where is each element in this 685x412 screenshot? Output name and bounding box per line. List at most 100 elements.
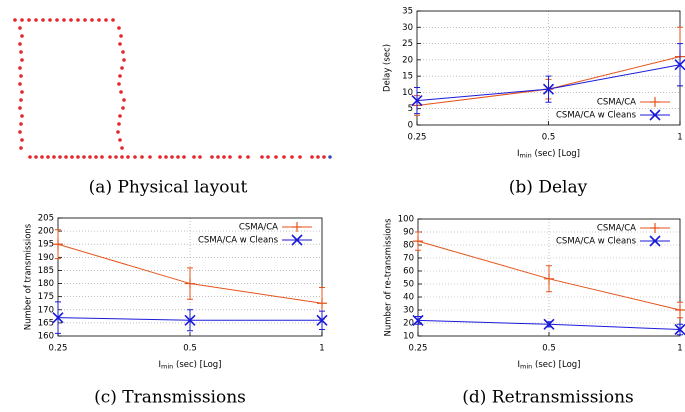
point <box>19 74 23 78</box>
point <box>238 155 242 159</box>
x-tick-label: 1 <box>677 133 682 143</box>
x-tick-label: 1 <box>319 344 324 354</box>
legend-marker <box>649 109 661 121</box>
y-tick-label: 20 <box>402 55 413 65</box>
x-tick-label: 0.25 <box>408 133 427 143</box>
point <box>119 34 123 38</box>
point <box>13 18 17 22</box>
x-tick-label: 0.5 <box>542 133 556 143</box>
point <box>52 312 64 324</box>
point <box>260 155 264 159</box>
point <box>274 155 278 159</box>
y-tick-label: 170 <box>38 305 54 315</box>
x-axis-label-main: I <box>517 149 520 159</box>
x-axis-label-sub: min <box>520 152 532 160</box>
caption: (d) Retransmissions <box>462 388 634 408</box>
point <box>158 155 162 159</box>
y-tick-label: 20 <box>403 319 414 329</box>
point <box>117 122 121 126</box>
point <box>316 155 320 159</box>
y-tick-label: 185 <box>38 266 54 276</box>
y-tick-label: 190 <box>38 253 54 263</box>
y-tick-label: 5 <box>408 104 413 114</box>
point <box>316 314 328 326</box>
y-tick-label: 175 <box>38 292 54 302</box>
point <box>119 90 123 94</box>
point <box>19 122 23 126</box>
point <box>120 66 124 70</box>
point <box>121 50 125 54</box>
point <box>328 155 332 159</box>
y-tick-label: 80 <box>403 241 414 251</box>
x-axis-label-main: I <box>518 360 521 370</box>
point <box>88 155 92 159</box>
legend-label: CSMA/CA <box>597 98 636 108</box>
point <box>118 74 122 78</box>
point <box>674 59 685 71</box>
point <box>120 146 124 150</box>
point <box>97 18 101 22</box>
point <box>20 90 24 94</box>
point <box>90 18 94 22</box>
point <box>317 298 327 309</box>
caption: (c) Transmissions <box>94 388 246 408</box>
point <box>111 18 115 22</box>
point <box>192 155 196 159</box>
point <box>20 18 24 22</box>
point <box>20 58 24 62</box>
x-axis-label-rest: (sec) [Log] <box>532 360 580 370</box>
point <box>52 155 56 159</box>
point <box>18 82 22 86</box>
point <box>116 130 120 134</box>
y-axis-label: Number of transmissions <box>24 223 34 330</box>
point <box>70 155 74 159</box>
x-axis-label-sub: min <box>161 363 173 371</box>
point <box>114 155 118 159</box>
y-tick-label: 195 <box>38 240 54 250</box>
point <box>411 95 423 107</box>
point <box>18 130 22 134</box>
point <box>544 273 554 284</box>
x-axis-label-rest: (sec) [Log] <box>532 149 580 159</box>
point <box>176 155 180 159</box>
point <box>53 239 63 250</box>
point <box>18 106 22 110</box>
x-tick-label: 0.5 <box>183 344 197 354</box>
point <box>122 98 126 102</box>
y-tick-label: 10 <box>403 332 414 342</box>
point <box>184 314 196 326</box>
legend-marker <box>292 222 302 232</box>
x-tick-label: 0.5 <box>542 344 556 354</box>
point <box>104 18 108 22</box>
point <box>675 305 685 315</box>
point <box>100 155 104 159</box>
y-tick-label: 100 <box>398 215 414 225</box>
y-tick-label: 70 <box>403 254 414 264</box>
y-tick-label: 30 <box>403 306 414 316</box>
y-axis-label: Number of re-transmissions <box>384 218 394 337</box>
y-tick-label: 35 <box>402 7 413 17</box>
point <box>64 155 68 159</box>
point <box>34 18 38 22</box>
point <box>412 314 424 326</box>
x-tick-label: 1 <box>677 344 682 354</box>
legend-label: CSMA/CA <box>239 223 278 233</box>
y-tick-label: 180 <box>38 279 54 289</box>
plot-frame <box>417 218 681 337</box>
point <box>18 42 22 46</box>
legend-label: CSMA/CA <box>597 224 636 234</box>
legend-marker <box>291 234 303 246</box>
point <box>148 155 152 159</box>
point <box>20 138 24 142</box>
legend-marker <box>649 235 661 247</box>
point <box>69 18 73 22</box>
point <box>674 323 685 336</box>
point <box>122 58 126 62</box>
point <box>28 155 32 159</box>
point <box>34 155 38 159</box>
x-axis-label: Imin (sec) [Log] <box>159 360 222 371</box>
y-tick-label: 200 <box>38 227 54 237</box>
point <box>290 155 294 159</box>
y-tick-label: 90 <box>403 228 414 238</box>
